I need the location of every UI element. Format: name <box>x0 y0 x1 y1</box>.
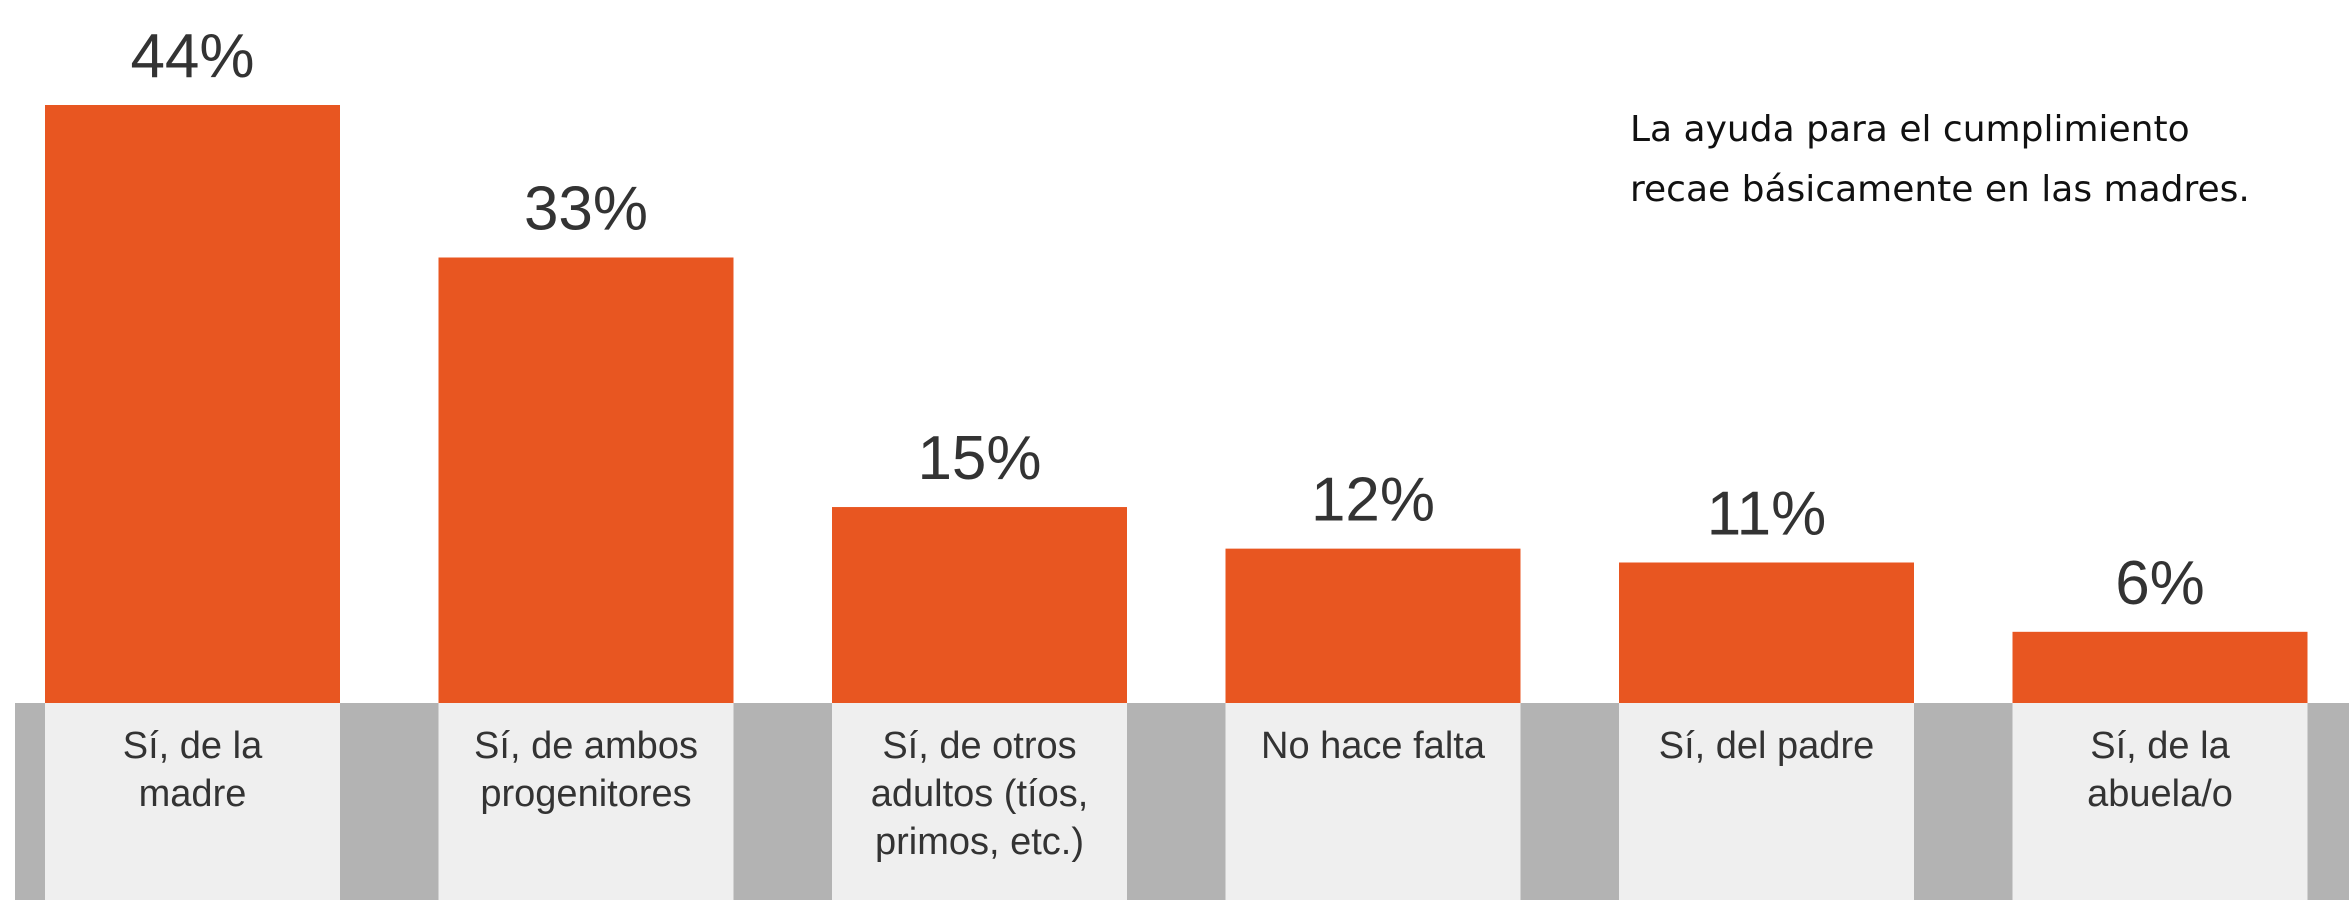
label-panel <box>2012 703 2308 900</box>
value-label: 12% <box>1311 466 1435 535</box>
bar <box>1619 562 1914 703</box>
value-label: 15% <box>917 424 1041 493</box>
annotation: La ayuda para el cumplimiento recae bási… <box>1630 109 2250 210</box>
bar <box>2012 631 2308 703</box>
category-label: Sí, de otros adultos (tíos, primos, etc.… <box>870 725 1089 863</box>
label-panel <box>45 703 340 900</box>
bar <box>45 105 340 703</box>
category-label: Sí, de la madre <box>122 725 263 815</box>
label-panel <box>1225 703 1521 900</box>
bar <box>438 257 734 703</box>
category-label: Sí, de ambos progenitores <box>474 725 698 815</box>
category-label: No hace falta <box>1261 725 1485 767</box>
value-label: 33% <box>524 175 648 244</box>
bar <box>832 507 1127 703</box>
category-label: Sí, de la abuela/o <box>2087 725 2233 815</box>
label-panel <box>832 703 1127 900</box>
label-panel <box>1619 703 1914 900</box>
value-label: 6% <box>2115 549 2205 618</box>
bar <box>1225 548 1521 703</box>
value-label: 44% <box>130 22 254 91</box>
label-band <box>15 703 2349 900</box>
category-label: Sí, del padre <box>1658 725 1875 767</box>
value-label: 11% <box>1707 480 1827 549</box>
label-panel <box>438 703 734 900</box>
